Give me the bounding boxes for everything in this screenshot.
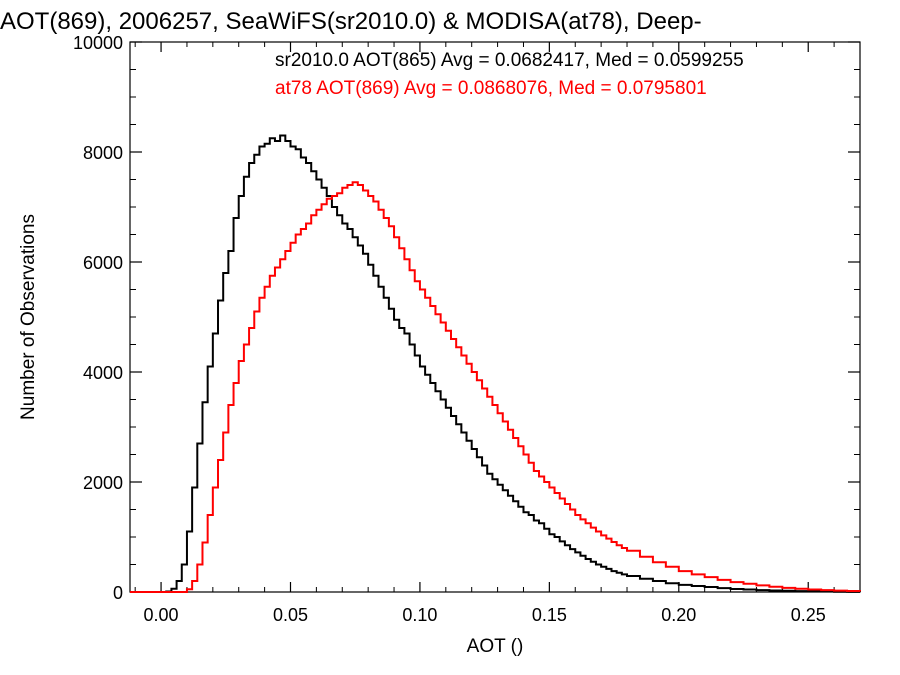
series-line-0 <box>130 134 861 593</box>
y-tick-label-5: 10000 <box>73 33 123 53</box>
y-tick-label-4: 8000 <box>83 143 123 163</box>
chart-title: AOT(869), 2006257, SeaWiFS(sr2010.0) & M… <box>0 8 702 35</box>
x-axis: 0.00 0.05 0.10 0.15 0.20 0.25 <box>134 42 835 625</box>
y-axis: 0 2000 4000 6000 8000 10000 <box>73 33 860 603</box>
y-tick-label-3: 6000 <box>83 253 123 273</box>
series-layer <box>130 134 861 593</box>
series-line-1 <box>130 181 861 593</box>
y-tick-label-2: 4000 <box>83 363 123 383</box>
x-tick-label-4: 0.20 <box>661 605 696 625</box>
y-tick-label-1: 2000 <box>83 473 123 493</box>
x-tick-label-5: 0.25 <box>791 605 826 625</box>
x-tick-label-2: 0.10 <box>402 605 437 625</box>
x-tick-label-1: 0.05 <box>273 605 308 625</box>
annotation-at78: at78 AOT(869) Avg = 0.0868076, Med = 0.0… <box>275 78 707 99</box>
x-tick-label-3: 0.15 <box>532 605 567 625</box>
y-tick-label-0: 0 <box>113 583 123 603</box>
x-tick-label-0: 0.00 <box>144 605 179 625</box>
x-axis-label: AOT () <box>467 636 524 657</box>
y-axis-label: Number of Observations <box>18 214 39 420</box>
annotation-sr2010: sr2010.0 AOT(865) Avg = 0.0682417, Med =… <box>275 50 744 71</box>
plot-frame <box>129 41 861 593</box>
